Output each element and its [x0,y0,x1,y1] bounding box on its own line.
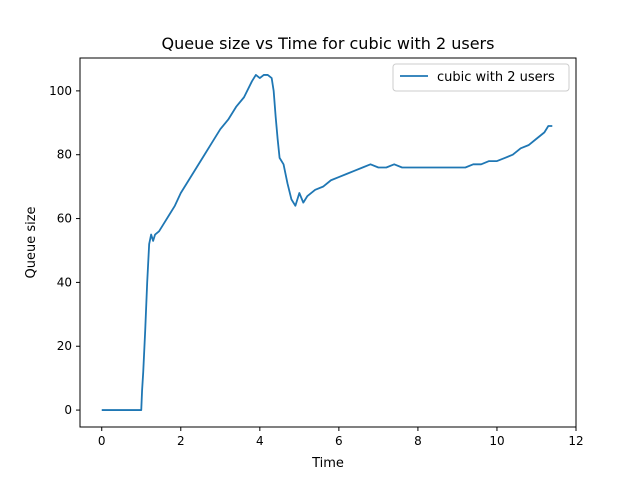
legend: cubic with 2 users [392,63,570,92]
y-tick-label: 80 [57,148,72,162]
legend-box [392,63,570,92]
y-axis-ticks: 0 20 40 60 80 100 [49,84,80,417]
y-tick-label: 20 [57,339,72,353]
axes-frame [79,57,577,428]
plot-area [101,74,553,411]
x-tick-label: 4 [256,434,264,448]
x-axis-ticks: 0 2 4 6 8 10 12 [98,427,584,448]
x-tick-label: 6 [335,434,343,448]
x-axis-label: Time [311,456,344,471]
y-axis-label: Queue size [24,206,39,278]
chart-title: Queue size vs Time for cubic with 2 user… [162,34,495,53]
x-tick-label: 10 [489,434,504,448]
legend-label: cubic with 2 users [437,70,555,85]
x-tick-label: 12 [568,434,583,448]
x-tick-label: 2 [177,434,185,448]
y-tick-label: 40 [57,275,72,289]
series-line [101,74,553,411]
y-tick-label: 0 [64,403,72,417]
y-tick-label: 100 [49,84,72,98]
x-tick-label: 8 [414,434,422,448]
y-tick-label: 60 [57,212,72,226]
x-tick-label: 0 [98,434,106,448]
